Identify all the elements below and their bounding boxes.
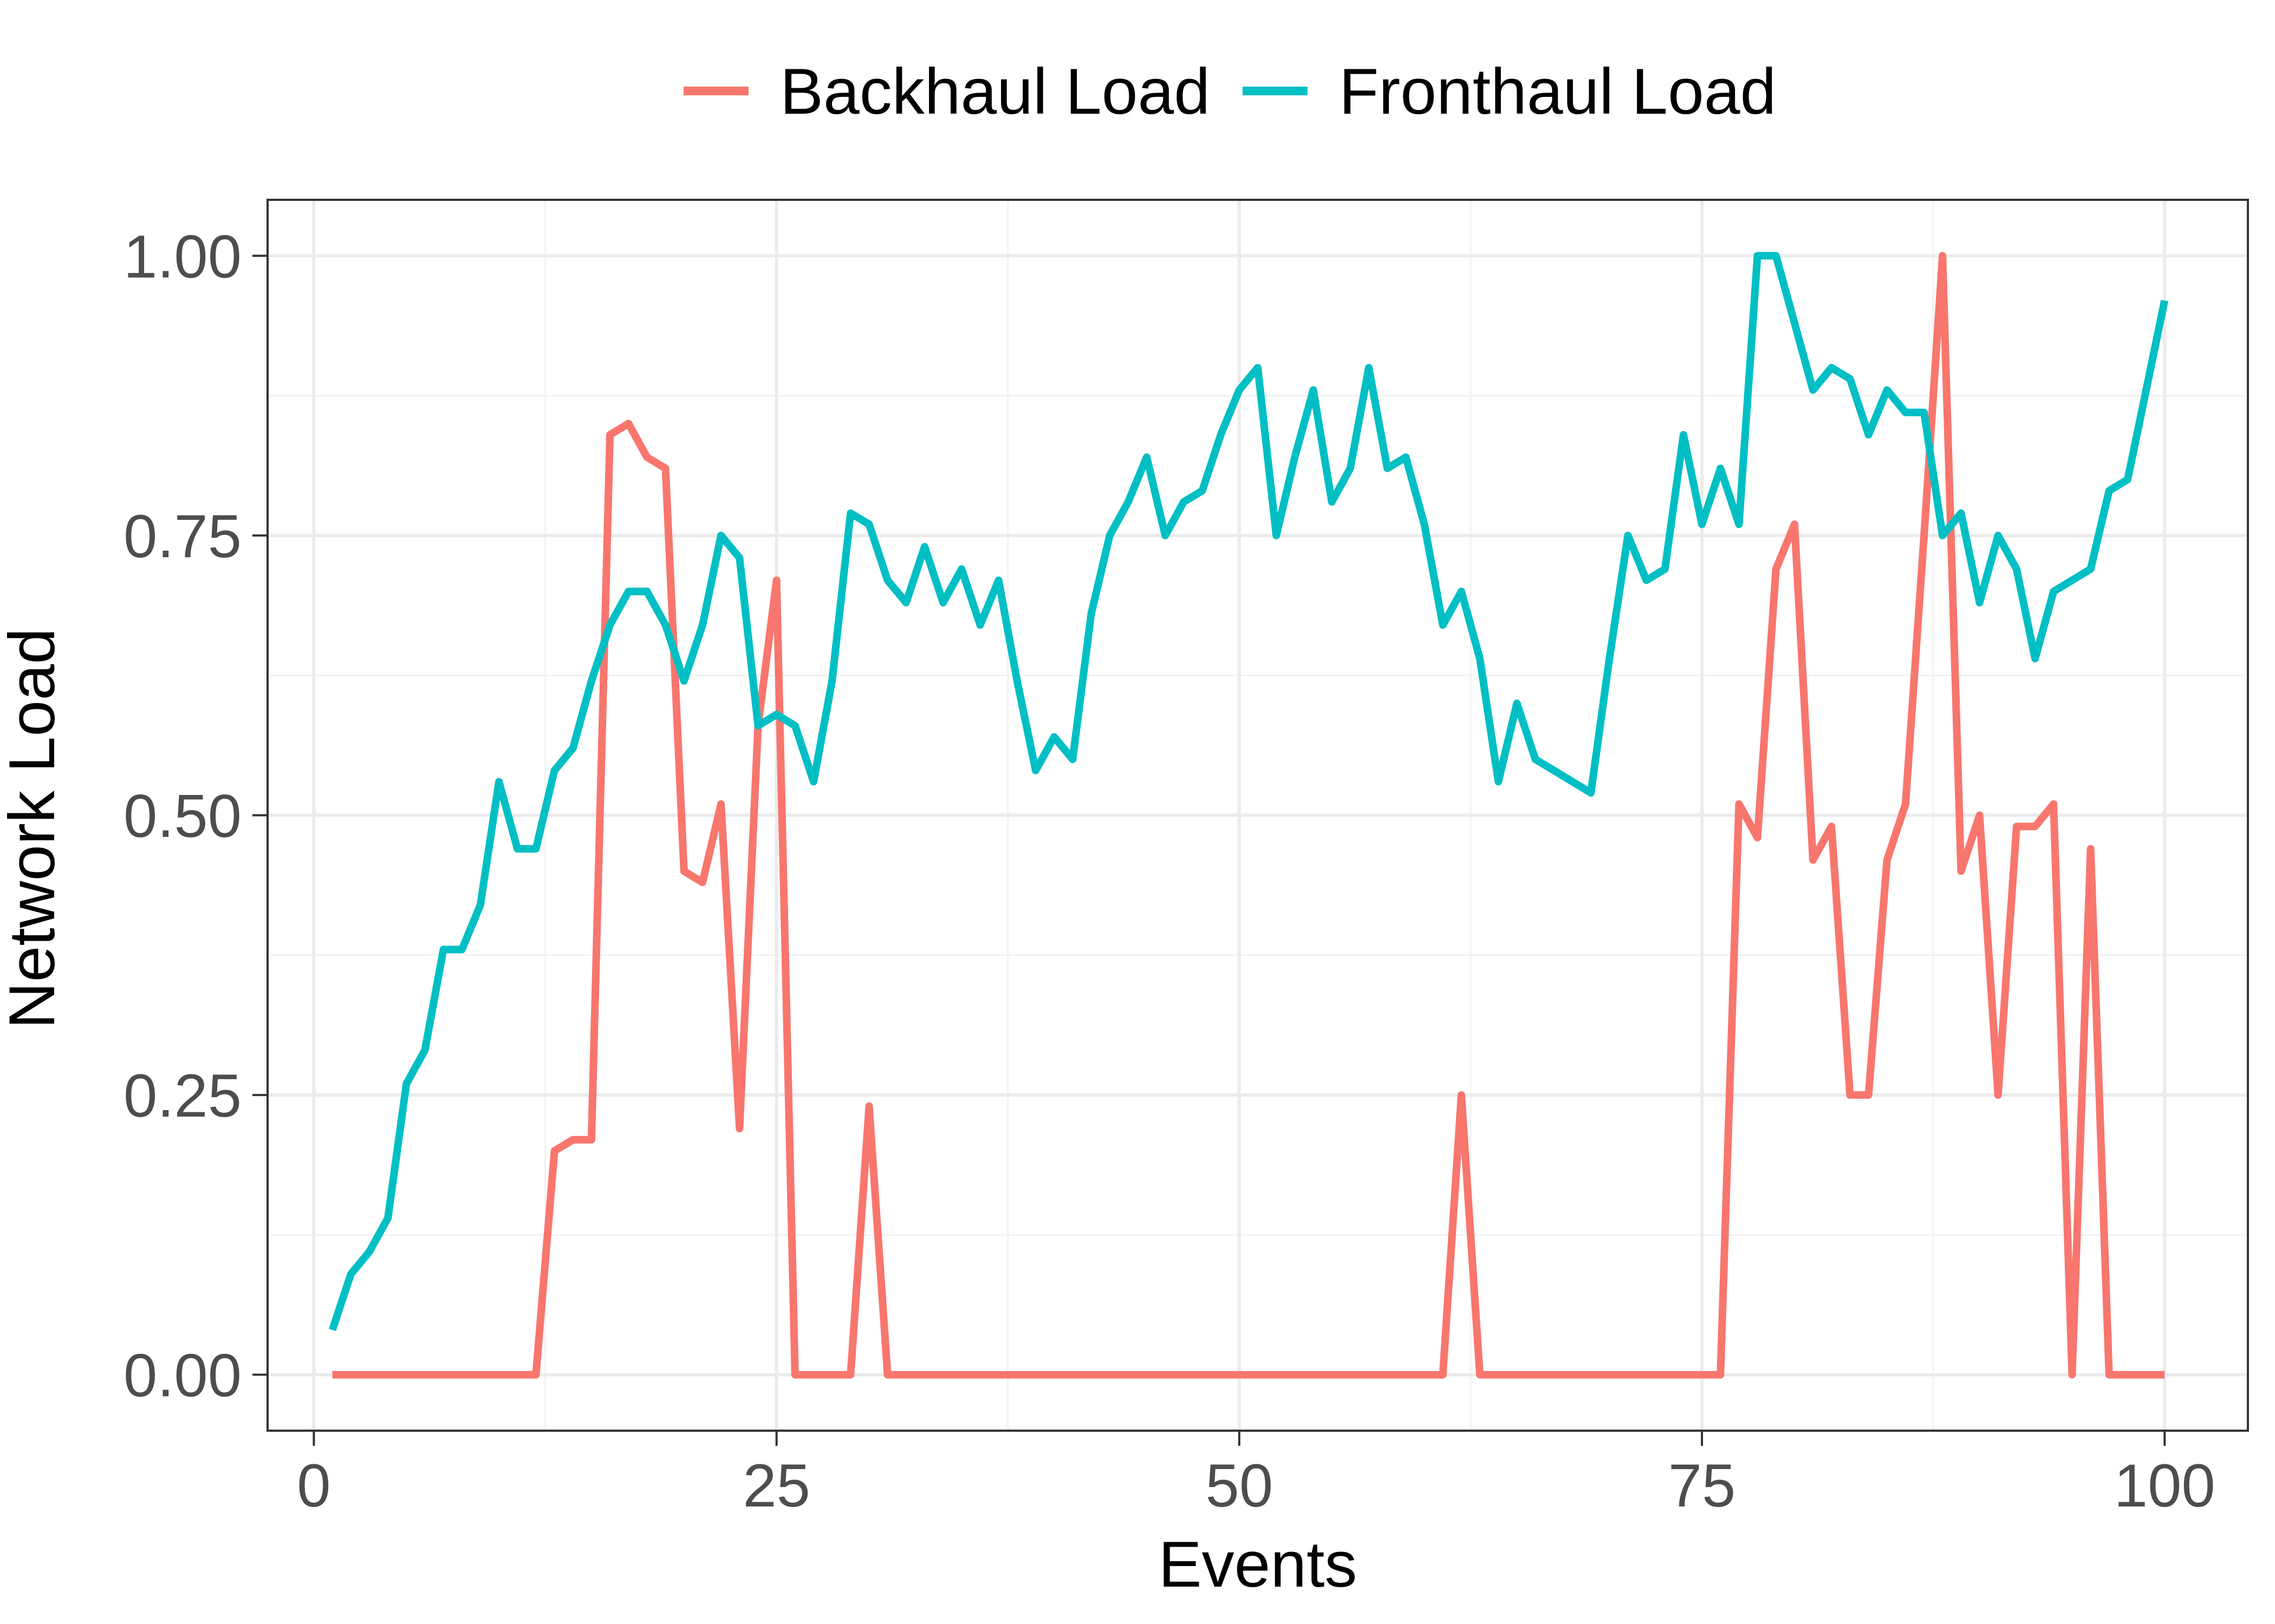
x-tick-label: 100 xyxy=(2114,1452,2215,1519)
axes: 0 25 50 75 100 0.00 0.25 0.50 0.75 1.00 xyxy=(123,199,2249,1519)
legend-label-backhaul: Backhaul Load xyxy=(780,55,1210,128)
y-tick-label: 1.00 xyxy=(123,223,242,290)
legend-label-fronthaul: Fronthaul Load xyxy=(1339,55,1776,128)
series-line-backhaul xyxy=(332,252,2165,1379)
x-tick-label: 25 xyxy=(743,1452,810,1519)
y-tick-label: 0.25 xyxy=(123,1062,242,1130)
series-layer xyxy=(328,252,2169,1379)
legend: Backhaul Load Fronthaul Load xyxy=(684,55,1776,128)
y-tick-label: 0.75 xyxy=(123,503,242,570)
x-tick-label: 50 xyxy=(1206,1452,1273,1519)
x-axis-title: Events xyxy=(1159,1528,1357,1601)
series-line-fronthaul xyxy=(328,252,2169,1332)
x-tick-label: 75 xyxy=(1668,1452,1736,1519)
y-tick-label: 0.50 xyxy=(123,782,242,850)
x-tick-label: 0 xyxy=(297,1452,330,1519)
y-tick-label: 0.00 xyxy=(123,1342,242,1410)
y-axis-title: Network Load xyxy=(0,628,68,1029)
